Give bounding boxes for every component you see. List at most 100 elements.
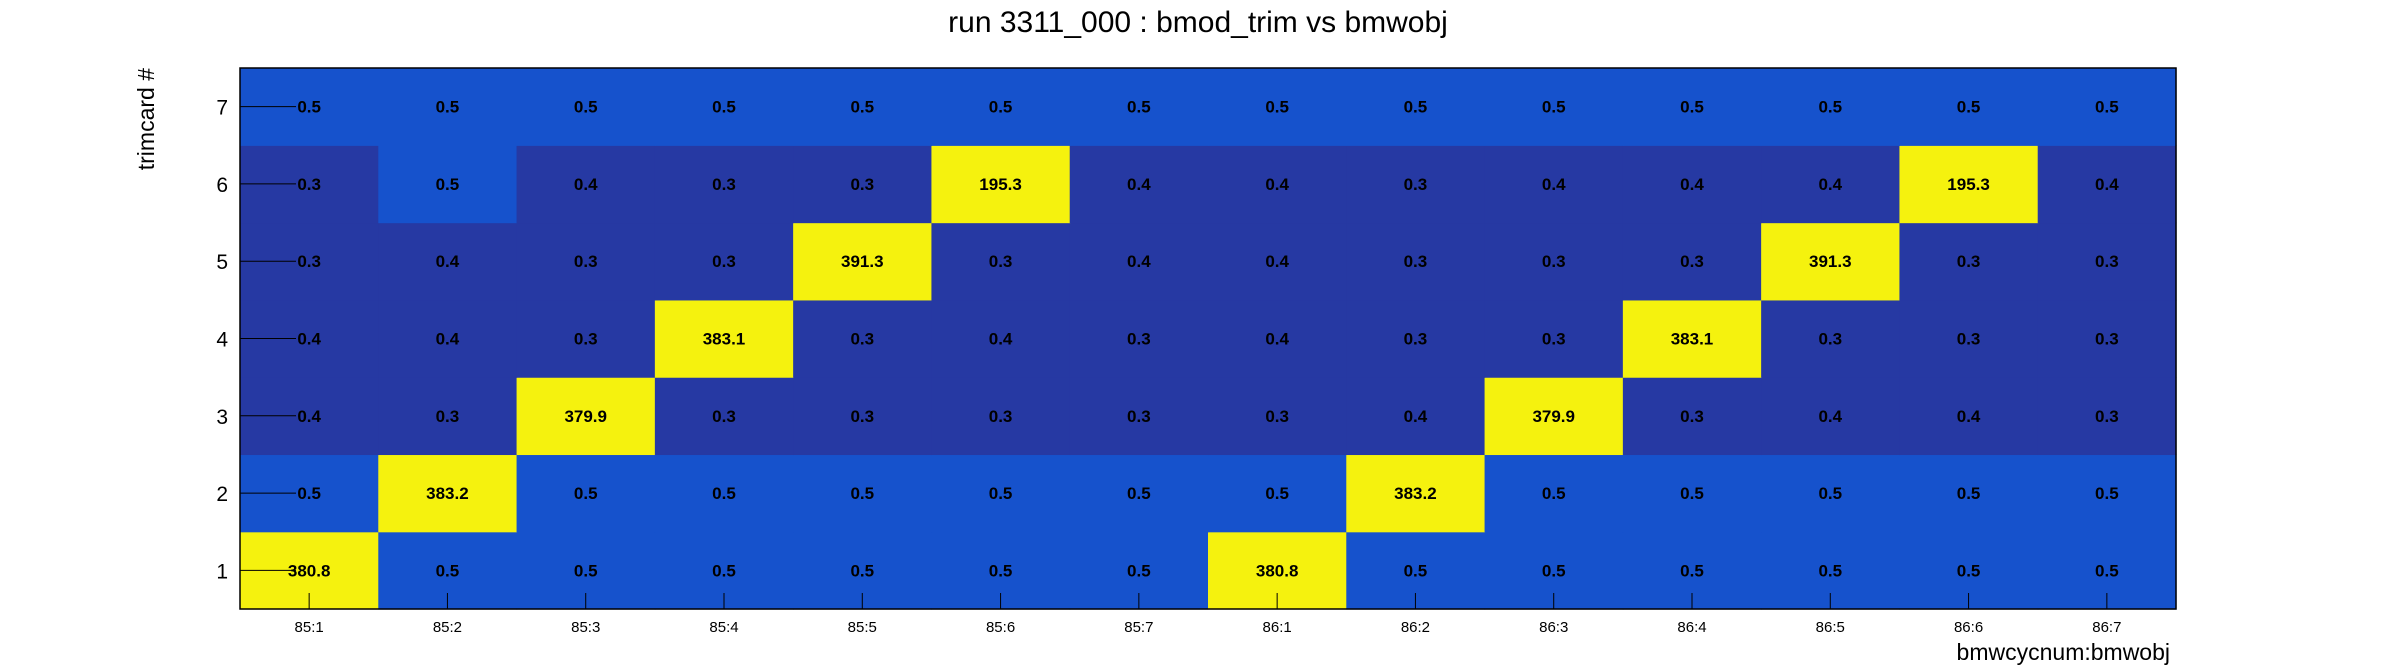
cell-value-label: 379.9 <box>1532 407 1575 426</box>
heatmap-cell <box>1761 454 1901 533</box>
heatmap-cell <box>931 299 1071 378</box>
cell-value-label: 379.9 <box>564 407 607 426</box>
heatmap-cell <box>1208 377 1347 456</box>
cell-value-label: 0.3 <box>850 175 874 194</box>
cell-value-label: 0.3 <box>297 252 321 271</box>
cell-value-label: 0.5 <box>1818 561 1842 580</box>
cell-value-label: 0.3 <box>297 175 321 194</box>
heatmap-cell <box>1622 454 1762 533</box>
heatmap-cell <box>1346 454 1486 533</box>
y-tick-label: 1 <box>216 560 228 583</box>
cell-value-label: 0.5 <box>1542 484 1566 503</box>
heatmap-cell <box>1761 299 1901 378</box>
heatmap-cell <box>654 222 794 301</box>
heatmap-cell <box>1484 454 1624 533</box>
heatmap-cell <box>1761 222 1901 301</box>
y-tick-label: 6 <box>216 174 228 197</box>
chart-title: run 3311_000 : bmod_trim vs bmwobj <box>948 6 1448 39</box>
heatmap-cell <box>793 299 933 378</box>
cell-value-label: 0.5 <box>436 175 460 194</box>
heatmap-cell <box>1208 222 1347 301</box>
heatmap-cell <box>1069 454 1209 533</box>
cell-value-label: 0.3 <box>574 252 598 271</box>
cell-value-label: 0.5 <box>1127 561 1151 580</box>
heatmap-cell <box>1346 299 1486 378</box>
cell-value-label: 0.5 <box>2095 98 2119 117</box>
cell-value-label: 195.3 <box>979 175 1022 194</box>
heatmap-cell-labels: 380.8 0.5 0.5 0.5 0.5 0.5 0.5 380.8 0.5 0.5 0.5 0.5… <box>288 98 2119 581</box>
heatmap-cell <box>516 454 656 533</box>
cell-value-label: 0.4 <box>297 407 321 426</box>
cell-value-label: 0.5 <box>574 98 598 117</box>
cell-value-label: 0.5 <box>436 98 460 117</box>
heatmap-cell <box>654 454 794 533</box>
heatmap-cell <box>2037 454 2177 533</box>
heatmap-cell <box>1346 222 1486 301</box>
heatmap-cell <box>1622 68 1762 146</box>
heatmap-cell <box>2037 222 2177 301</box>
cell-value-label: 0.5 <box>1957 484 1981 503</box>
heatmap-cell <box>1484 145 1624 224</box>
heatmap-cell <box>378 222 518 301</box>
heatmap-cell <box>931 454 1071 533</box>
heatmap-cell <box>1069 222 1209 301</box>
cell-value-label: 0.3 <box>1818 330 1842 349</box>
cell-value-label: 391.3 <box>1809 252 1852 271</box>
heatmap-cell <box>378 454 518 533</box>
heatmap-cell <box>378 299 518 378</box>
heatmap-cell <box>516 68 656 146</box>
x-tick-label: 85:6 <box>986 619 1015 636</box>
cell-value-label: 0.3 <box>989 252 1013 271</box>
heatmap-cell <box>516 299 656 378</box>
cell-value-label: 0.4 <box>1542 175 1566 194</box>
heatmap-cell <box>931 145 1071 224</box>
cell-value-label: 0.3 <box>1265 407 1289 426</box>
cell-value-label: 0.5 <box>436 561 460 580</box>
cell-value-label: 0.3 <box>1957 330 1981 349</box>
x-tick-label: 85:7 <box>1124 619 1153 636</box>
cell-value-label: 0.4 <box>1127 175 1151 194</box>
cell-value-label: 0.4 <box>1265 252 1289 271</box>
cell-value-label: 0.4 <box>1404 407 1428 426</box>
y-axis-title: trimcard # <box>133 68 159 170</box>
cell-value-label: 0.4 <box>1957 407 1981 426</box>
cell-value-label: 0.5 <box>1404 561 1428 580</box>
cell-value-label: 0.3 <box>989 407 1013 426</box>
heatmap-cell <box>654 145 794 224</box>
cell-value-label: 0.5 <box>1265 98 1289 117</box>
heatmap-cell <box>1346 377 1486 456</box>
cell-value-label: 0.3 <box>1404 252 1428 271</box>
cell-value-label: 0.5 <box>574 484 598 503</box>
cell-value-label: 0.3 <box>712 252 736 271</box>
cell-value-label: 0.5 <box>1818 98 1842 117</box>
heatmap-cell <box>1484 377 1624 456</box>
cell-value-label: 0.3 <box>1680 252 1704 271</box>
heatmap-cell <box>2037 145 2177 224</box>
heatmap-cell <box>516 145 656 224</box>
cell-value-label: 0.5 <box>1957 98 1981 117</box>
cell-value-label: 0.5 <box>850 561 874 580</box>
cell-value-label: 0.3 <box>850 330 874 349</box>
heatmap-cell <box>1622 299 1762 378</box>
heatmap-cell <box>931 68 1071 146</box>
x-tick-label: 85:5 <box>848 619 877 636</box>
cell-value-label: 0.4 <box>1265 175 1289 194</box>
heatmap-cell <box>1622 145 1762 224</box>
cell-value-label: 0.5 <box>1542 98 1566 117</box>
cell-value-label: 0.4 <box>2095 175 2119 194</box>
heatmap-cell <box>1208 454 1347 533</box>
cell-value-label: 0.3 <box>850 407 874 426</box>
cell-value-label: 0.3 <box>1404 330 1428 349</box>
x-tick-label: 86:7 <box>2092 619 2121 636</box>
y-tick-label: 5 <box>216 251 228 274</box>
cell-value-label: 383.1 <box>1671 330 1714 349</box>
heatmap-cell <box>1208 145 1347 224</box>
cell-value-label: 195.3 <box>1947 175 1990 194</box>
heatmap-cell <box>1899 454 2039 533</box>
heatmap-cell <box>1346 145 1486 224</box>
cell-value-label: 383.1 <box>703 330 746 349</box>
heatmap-cell <box>2037 299 2177 378</box>
y-tick-label: 3 <box>216 406 228 429</box>
cell-value-label: 0.4 <box>436 330 460 349</box>
cell-value-label: 0.5 <box>574 561 598 580</box>
